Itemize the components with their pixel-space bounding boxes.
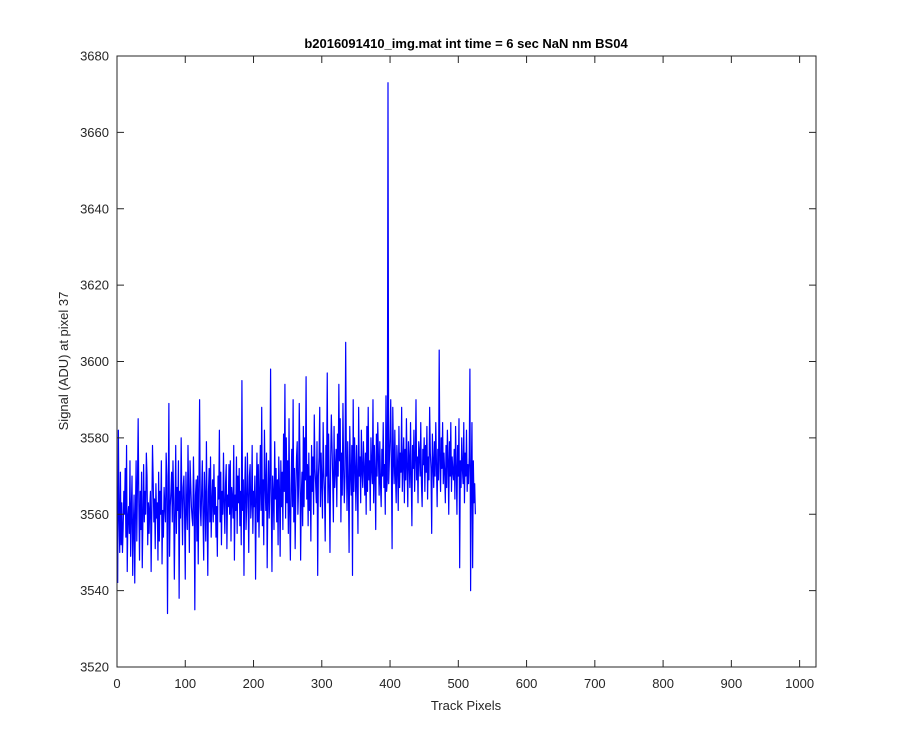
x-tick-label-100: 100 (174, 676, 196, 691)
y-tick-label-3580: 3580 (80, 430, 109, 445)
x-axis: 0 100 200 300 400 500 600 700 800 900 1000 (113, 56, 814, 691)
x-tick-label-800: 800 (652, 676, 674, 691)
y-axis-label: Signal (ADU) at pixel 37 (56, 292, 71, 431)
y-tick-label-3520: 3520 (80, 660, 109, 675)
x-axis-label: Track Pixels (431, 698, 502, 713)
x-tick-label-1000: 1000 (785, 676, 814, 691)
y-tick-label-3620: 3620 (80, 278, 109, 293)
x-tick-label-300: 300 (311, 676, 333, 691)
x-tick-label-700: 700 (584, 676, 606, 691)
y-tick-label-3660: 3660 (80, 125, 109, 140)
y-tick-label-3540: 3540 (80, 583, 109, 598)
plot-area-background (117, 56, 816, 667)
y-axis: 3520 3540 3560 3580 3600 3620 3640 3660 3680 (80, 49, 816, 675)
y-tick-label-3680: 3680 (80, 49, 109, 64)
x-tick-label-400: 400 (379, 676, 401, 691)
x-tick-label-600: 600 (516, 676, 538, 691)
y-tick-label-3560: 3560 (80, 507, 109, 522)
series-line-1 (117, 82, 476, 615)
chart-title: b2016091410_img.mat int time = 6 sec NaN… (304, 36, 628, 51)
series-layer (117, 82, 476, 615)
y-tick-label-3640: 3640 (80, 201, 109, 216)
x-tick-label-0: 0 (113, 676, 120, 691)
x-tick-label-900: 900 (721, 676, 743, 691)
y-tick-label-3600: 3600 (80, 354, 109, 369)
x-tick-label-200: 200 (243, 676, 265, 691)
x-tick-label-500: 500 (447, 676, 469, 691)
